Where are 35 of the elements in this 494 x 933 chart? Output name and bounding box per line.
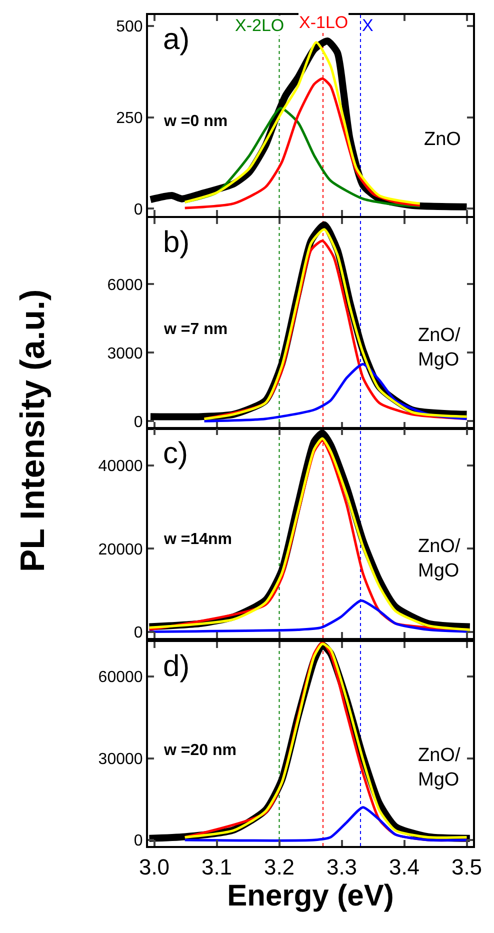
x-tick-label: 3.4 xyxy=(388,854,420,880)
annotation: ZnO/ MgO xyxy=(418,745,461,791)
annotation: w =20 nm xyxy=(163,742,236,759)
y-tick-label: 20000 xyxy=(98,541,143,558)
y-axis-title: PL Intensity (a.u.) xyxy=(14,289,52,572)
ref-line-label: X xyxy=(362,16,374,35)
annotation: ZnO/ MgO xyxy=(418,325,461,371)
y-tick-label: 250 xyxy=(116,110,143,127)
annotation: a) xyxy=(163,23,190,56)
x-tick-label: 3.2 xyxy=(264,854,295,880)
annotation: ZnO/ MgO xyxy=(418,536,461,582)
annotation: w =14nm xyxy=(163,531,232,548)
y-tick-label: 0 xyxy=(134,414,143,431)
x-tick-label: 3.1 xyxy=(201,854,232,880)
y-tick-label: 0 xyxy=(134,832,143,850)
x-tick-label: 3.3 xyxy=(326,854,358,880)
annotation: w =7 nm xyxy=(163,321,228,338)
y-tick-label: 40000 xyxy=(98,458,143,476)
x-tick-label: 3.5 xyxy=(451,854,482,880)
y-tick-label: 60000 xyxy=(98,669,143,686)
ref-line-label: X-1LO xyxy=(299,13,348,32)
y-tick-label: 0 xyxy=(134,201,143,218)
annotation: c) xyxy=(163,437,188,470)
annotation: w =0 nm xyxy=(163,113,228,130)
annotation: ZnO xyxy=(424,129,461,150)
y-tick-label: 3000 xyxy=(107,345,143,362)
annotation: d) xyxy=(163,650,190,683)
x-axis-title: Energy (eV) xyxy=(227,879,394,912)
y-tick-label: 0 xyxy=(134,624,143,642)
y-tick-label: 30000 xyxy=(98,750,143,768)
y-tick-label: 500 xyxy=(116,18,143,36)
ref-line-label: X-2LO xyxy=(235,16,284,35)
x-tick-label: 3.0 xyxy=(138,854,170,880)
annotation: b) xyxy=(163,226,190,259)
y-tick-label: 6000 xyxy=(107,276,143,294)
